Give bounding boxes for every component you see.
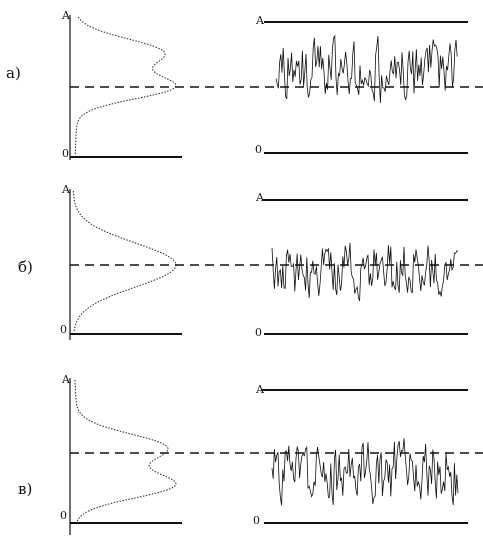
left-bottom-label: 0 (60, 323, 67, 336)
left-top-label: A (61, 373, 71, 386)
left-top-label: A (61, 183, 71, 196)
right-top-label: A (255, 383, 265, 396)
noise-signal-trace (275, 34, 458, 104)
panel-b: б) A 0 A 0 (18, 183, 483, 340)
noise-signal-trace (271, 242, 459, 302)
probability-density-curve (74, 380, 177, 522)
probability-density-curve (74, 16, 177, 155)
right-bottom-label: 0 (253, 514, 260, 527)
left-bottom-label: 0 (62, 147, 69, 160)
panel-a: а) A 0 A 0 (6, 9, 483, 160)
noise-signal-trace (271, 438, 459, 506)
right-bottom-label: 0 (255, 326, 262, 339)
right-bottom-label: 0 (255, 143, 262, 156)
left-top-label: A (61, 9, 71, 22)
panel-label: б) (18, 258, 33, 276)
right-top-label: A (255, 191, 265, 204)
left-bottom-label: 0 (60, 509, 67, 522)
panel-label: а) (6, 64, 21, 82)
right-top-label: A (255, 14, 265, 27)
panel-c: в) A 0 A 0 (18, 373, 483, 535)
probability-density-curve (72, 191, 177, 333)
panel-label: в) (18, 480, 32, 498)
